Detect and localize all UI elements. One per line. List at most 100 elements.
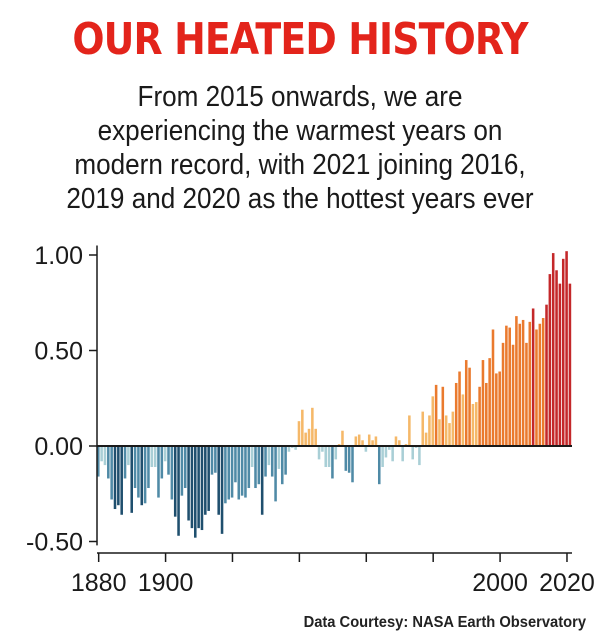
bar-1901 [167, 446, 170, 475]
bar-1977 [421, 411, 425, 446]
bar-2010 [531, 308, 535, 446]
bar-1944 [311, 407, 314, 446]
bar-1900 [163, 446, 167, 462]
bar-1894 [143, 446, 147, 504]
bar-1988 [458, 371, 461, 446]
bar-1962 [371, 440, 374, 446]
bars-group [97, 251, 572, 538]
bar-2013 [541, 318, 545, 446]
bar-1981 [434, 384, 438, 446]
bar-1898 [157, 446, 160, 498]
source-credit: Data Courtesy: NASA Earth Observatory [303, 614, 586, 631]
bar-1910 [197, 446, 200, 529]
bar-1984 [444, 415, 448, 446]
bar-1924 [244, 446, 247, 498]
bar-1926 [250, 446, 254, 468]
bar-1914 [210, 446, 214, 475]
bar-2008 [525, 342, 528, 446]
bar-1923 [240, 446, 244, 496]
bar-2011 [535, 329, 538, 446]
bar-2018 [558, 283, 562, 446]
bar-1937 [287, 446, 291, 452]
bar-1995 [481, 360, 485, 446]
bar-2009 [528, 321, 532, 446]
bar-1890 [130, 446, 133, 513]
y-tick-label: 1.00 [34, 242, 83, 270]
bar-1989 [461, 394, 465, 446]
bar-2002 [505, 325, 508, 446]
y-axis: 1.00 0.50 0.00 -0.50 [26, 242, 98, 557]
bar-1930 [264, 446, 267, 477]
bar-1927 [254, 446, 257, 489]
bar-2017 [555, 270, 558, 446]
bar-1903 [173, 446, 177, 517]
bar-1916 [217, 446, 220, 515]
bar-1907 [187, 446, 190, 521]
bar-1943 [307, 428, 311, 446]
bar-1931 [267, 446, 271, 466]
y-tick-label: 0.00 [34, 433, 83, 461]
bar-1895 [147, 446, 150, 489]
bar-1921 [234, 446, 237, 483]
bar-1889 [127, 446, 130, 466]
bar-1942 [304, 432, 307, 446]
bar-2012 [538, 323, 542, 446]
bar-1917 [220, 446, 224, 534]
bar-2019 [561, 258, 565, 446]
bar-1939 [294, 446, 297, 450]
bar-1974 [411, 446, 414, 460]
bar-1919 [227, 446, 231, 500]
bar-1992 [471, 403, 475, 446]
bar-1982 [438, 419, 441, 446]
bar-1970 [398, 440, 401, 446]
bar-1902 [170, 446, 174, 500]
subtitle-line-2: experiencing the warmest years on [97, 115, 503, 147]
bar-1986 [451, 411, 455, 446]
bar-1994 [478, 386, 481, 446]
bar-1993 [474, 402, 478, 446]
bar-1881 [100, 446, 103, 462]
bar-2014 [545, 304, 548, 446]
bar-1979 [428, 415, 431, 446]
bar-1990 [464, 360, 468, 446]
bar-1904 [177, 446, 180, 536]
bar-2004 [511, 344, 515, 446]
bar-1980 [431, 396, 435, 446]
bar-2001 [501, 342, 505, 446]
bar-1961 [367, 434, 371, 446]
bar-1915 [214, 446, 217, 473]
bar-1887 [120, 446, 123, 515]
bar-1948 [324, 446, 328, 468]
bar-1997 [488, 358, 491, 446]
bar-1882 [103, 446, 107, 466]
bar-1893 [140, 446, 144, 506]
x-tick-label: 1880 [71, 569, 127, 597]
subtitle-line-4: 2019 and 2020 as the hottest years ever [66, 183, 534, 215]
bar-1897 [153, 446, 157, 468]
bar-1920 [230, 446, 234, 498]
bar-1960 [364, 446, 368, 452]
bar-1888 [123, 446, 127, 479]
bar-1932 [270, 446, 274, 477]
bar-1963 [374, 436, 378, 446]
bar-1949 [327, 446, 331, 468]
bar-1999 [495, 373, 498, 446]
bar-1958 [357, 434, 361, 446]
bar-1983 [441, 386, 445, 446]
bar-1911 [200, 446, 204, 531]
bar-1971 [401, 446, 404, 462]
bar-1959 [361, 440, 364, 446]
bar-1991 [468, 367, 471, 446]
bar-1946 [317, 446, 321, 460]
x-axis: 1880 1900 2000 2020 [71, 552, 595, 597]
bar-1918 [224, 446, 227, 504]
bar-1936 [284, 446, 287, 475]
bar-1966 [384, 446, 388, 458]
bar-1934 [277, 446, 281, 469]
bar-1965 [381, 446, 384, 468]
bar-2005 [515, 316, 518, 446]
bar-1953 [341, 430, 344, 446]
bar-1891 [133, 446, 137, 489]
chart-subtitle: From 2015 onwards, we are experiencing t… [30, 80, 570, 216]
bar-2006 [518, 323, 522, 446]
